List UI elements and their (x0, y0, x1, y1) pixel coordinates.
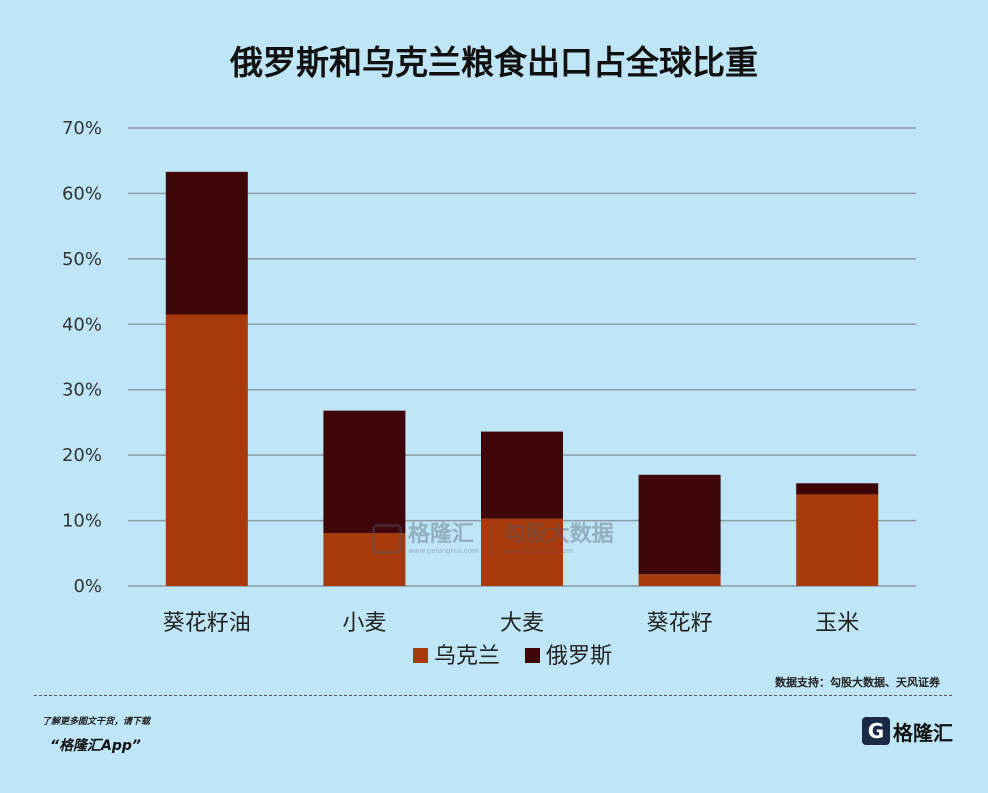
brand-logo-text: 格隆汇 (893, 720, 953, 745)
bar-segment (323, 533, 406, 586)
brand-logo: G 格隆汇 (862, 715, 953, 747)
bar-segment (165, 314, 248, 586)
watermark-separator (490, 522, 492, 556)
bar-segment (165, 171, 248, 315)
bar-segment (481, 431, 563, 519)
x-category-label: 小麦 (342, 611, 386, 636)
x-category-label: 大麦 (500, 611, 544, 636)
bars (165, 171, 879, 586)
bar-segment (638, 474, 721, 575)
y-tick-label: 30% (62, 380, 102, 401)
y-tick-label: 10% (62, 511, 102, 532)
watermark-logo-icon (372, 524, 402, 554)
footer-divider (34, 695, 952, 696)
y-tick-label: 20% (62, 445, 102, 466)
brand-logo-icon: G (862, 717, 890, 745)
x-category-label: 玉米 (815, 611, 859, 636)
promo-line: 了解更多图文干货，请下载 (42, 717, 151, 727)
legend-label: 乌克兰 (434, 644, 500, 669)
bar-segment (481, 518, 563, 586)
axis-labels: 0% 10% 20% 30% 40% 50% 60% 70% 葵花籽油 小麦 大麦 葵花籽 玉米 (62, 118, 859, 636)
y-tick-label: 0% (73, 576, 102, 597)
legend-label: 俄罗斯 (546, 644, 612, 669)
data-source: 数据支持：勾股大数据、天风证券 (775, 676, 940, 689)
watermark-brand-url: www.gelonghui.com (408, 546, 479, 555)
watermark-partner: 勾股大数据 (503, 521, 614, 547)
legend-swatch (525, 648, 540, 663)
promo-app-name: “格隆汇App” (50, 738, 141, 754)
y-tick-label: 50% (62, 249, 102, 270)
y-tick-label: 40% (62, 314, 102, 335)
legend: 乌克兰 俄罗斯 (413, 644, 612, 669)
watermark-partner-url: www.gogudata.com (503, 546, 573, 555)
chart-title: 俄罗斯和乌克兰粮食出口占全球比重 (230, 43, 758, 82)
bar-segment (638, 574, 721, 586)
y-tick-label: 70% (62, 118, 102, 139)
bar-segment (323, 410, 406, 534)
watermark: 格隆汇 www.gelonghui.com 勾股大数据 www.gogudata… (372, 519, 614, 559)
legend-swatch (413, 648, 428, 663)
x-category-label: 葵花籽油 (163, 611, 251, 636)
x-category-label: 葵花籽 (647, 611, 713, 636)
watermark-brand: 格隆汇 (408, 521, 475, 547)
y-tick-label: 60% (62, 183, 102, 204)
stacked-bar-chart: 0% 10% 20% 30% 40% 50% 60% 70% 葵花籽油 小麦 大麦 葵花籽 玉米 乌克兰… (62, 118, 916, 669)
bar-segment (796, 494, 879, 586)
bar-segment (796, 483, 879, 495)
